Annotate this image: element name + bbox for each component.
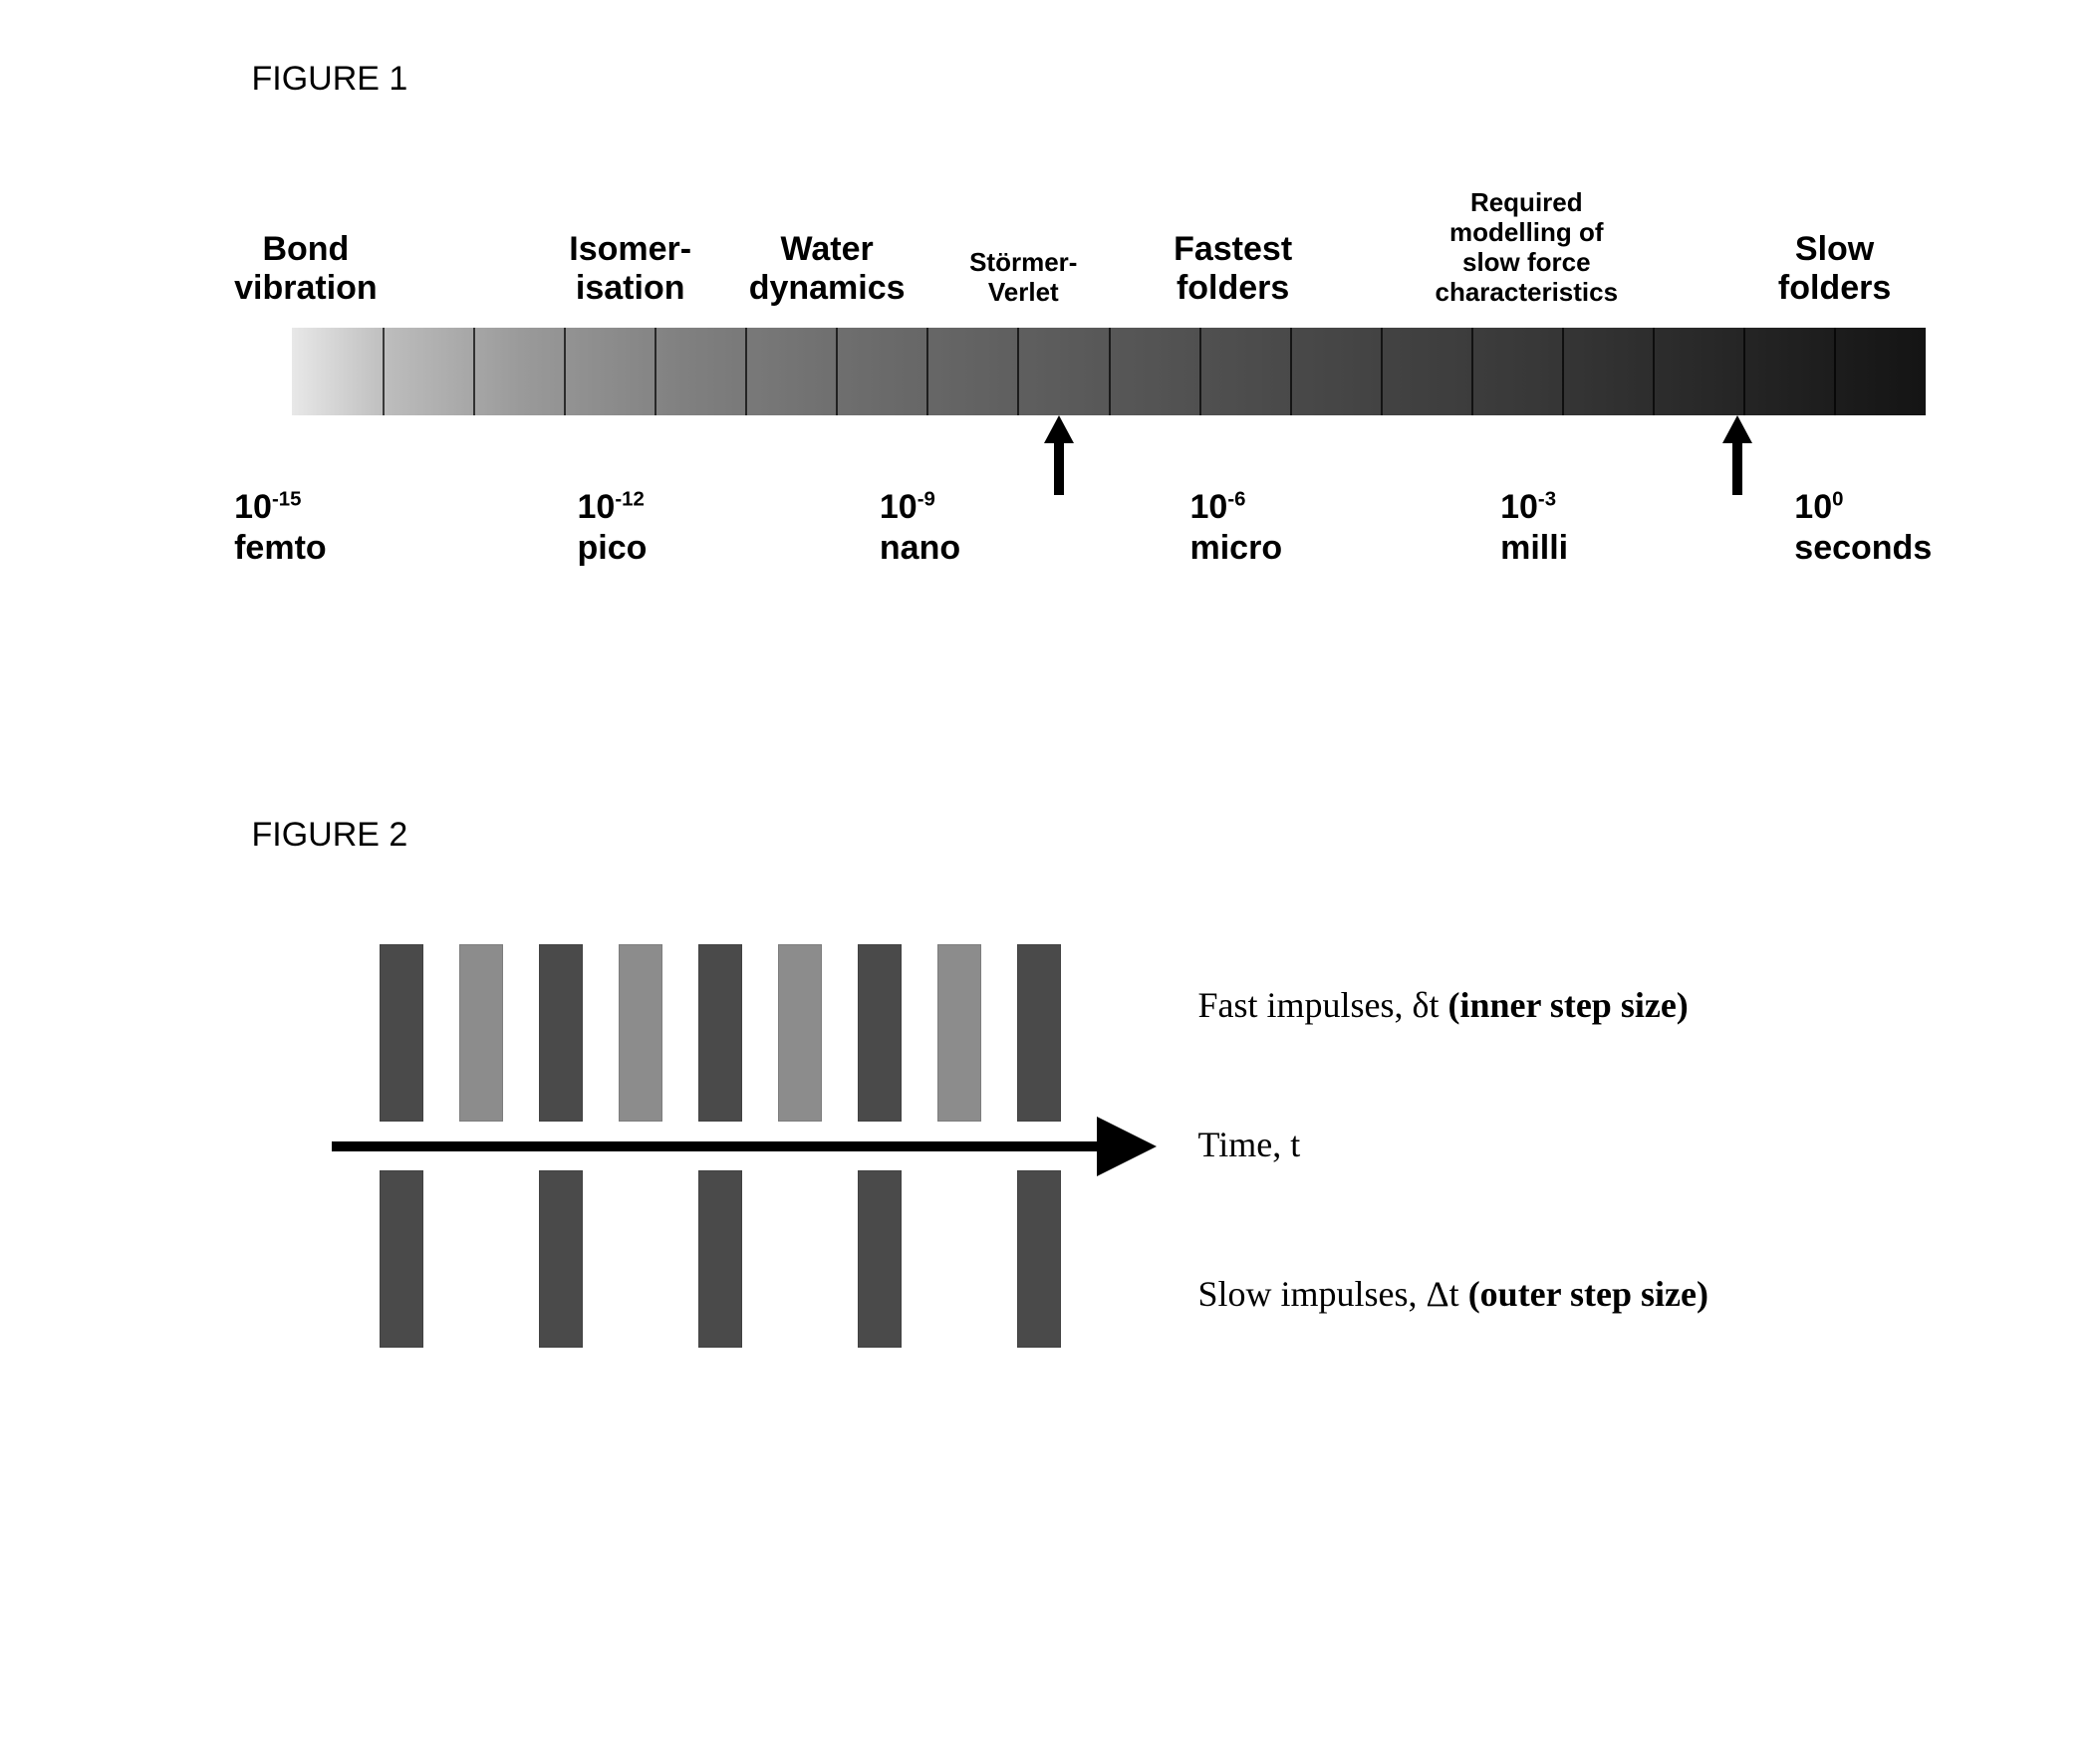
time-axis-arrowhead xyxy=(1097,1117,1157,1181)
figure-2-title: FIGURE 2 xyxy=(252,816,2045,855)
top-label: Isomer- isation xyxy=(569,230,691,308)
slow-impulse-bar xyxy=(858,1170,902,1348)
figure-1-top-labels: Bond vibrationIsomer- isationWater dynam… xyxy=(292,168,1926,308)
fast-impulse-bar xyxy=(778,944,822,1122)
fast-impulses-label: Fast impulses, δt (inner step size) xyxy=(1198,984,1689,1026)
top-label: Fastest folders xyxy=(1174,230,1292,308)
bar-segment-tick xyxy=(1017,328,1019,415)
bottom-label: 10-12pico xyxy=(578,487,648,569)
figure-1-timescale-bar xyxy=(292,328,1926,415)
bar-segment-tick xyxy=(383,328,385,415)
top-label: Slow folders xyxy=(1778,230,1891,308)
bar-segment-tick xyxy=(1199,328,1201,415)
slow-impulse-bar xyxy=(1017,1170,1061,1348)
bottom-label: 10-6micro xyxy=(1190,487,1283,569)
top-label: Water dynamics xyxy=(749,230,906,308)
fast-impulse-bar xyxy=(698,944,742,1122)
top-label: Bond vibration xyxy=(234,230,378,308)
time-axis-line xyxy=(332,1141,1099,1151)
bar-segment-tick xyxy=(1562,328,1564,415)
figure-1-title: FIGURE 1 xyxy=(252,60,2045,99)
slow-impulse-bar xyxy=(539,1170,583,1348)
bar-segment-tick xyxy=(1109,328,1111,415)
bottom-label: 10-9nano xyxy=(880,487,960,569)
bar-segment-tick xyxy=(1834,328,1836,415)
top-label: Required modelling of slow force charact… xyxy=(1436,188,1619,308)
bar-segment-tick xyxy=(1653,328,1655,415)
slow-impulses-label: Slow impulses, Δt (outer step size) xyxy=(1198,1273,1708,1315)
bar-segment-tick xyxy=(564,328,566,415)
bar-segment-tick xyxy=(1743,328,1745,415)
bar-segment-tick xyxy=(836,328,838,415)
fast-impulse-bar xyxy=(619,944,662,1122)
time-label: Time, t xyxy=(1198,1124,1301,1165)
figure-1: Bond vibrationIsomer- isationWater dynam… xyxy=(292,168,1926,597)
bar-segment-tick xyxy=(745,328,747,415)
bottom-label: 10-15femto xyxy=(234,487,327,569)
slow-impulse-bar xyxy=(698,1170,742,1348)
bar-segment-tick xyxy=(1290,328,1292,415)
bottom-label: 10-3milli xyxy=(1500,487,1568,569)
bottom-label: 100seconds xyxy=(1794,487,1932,569)
figure-2: Fast impulses, δt (inner step size) Time… xyxy=(332,924,1926,1363)
top-label: Störmer- Verlet xyxy=(969,248,1077,308)
fast-impulse-bar xyxy=(539,944,583,1122)
bar-segment-tick xyxy=(473,328,475,415)
fast-impulse-bar xyxy=(459,944,503,1122)
fast-impulse-bar xyxy=(1017,944,1061,1122)
bar-segment-tick xyxy=(655,328,656,415)
bar-segment-tick xyxy=(1471,328,1473,415)
slow-impulse-bar xyxy=(380,1170,423,1348)
bar-segment-tick xyxy=(1381,328,1383,415)
fast-impulse-bar xyxy=(937,944,981,1122)
fast-impulse-bar xyxy=(858,944,902,1122)
bar-segment-tick xyxy=(926,328,928,415)
fast-impulse-bar xyxy=(380,944,423,1122)
